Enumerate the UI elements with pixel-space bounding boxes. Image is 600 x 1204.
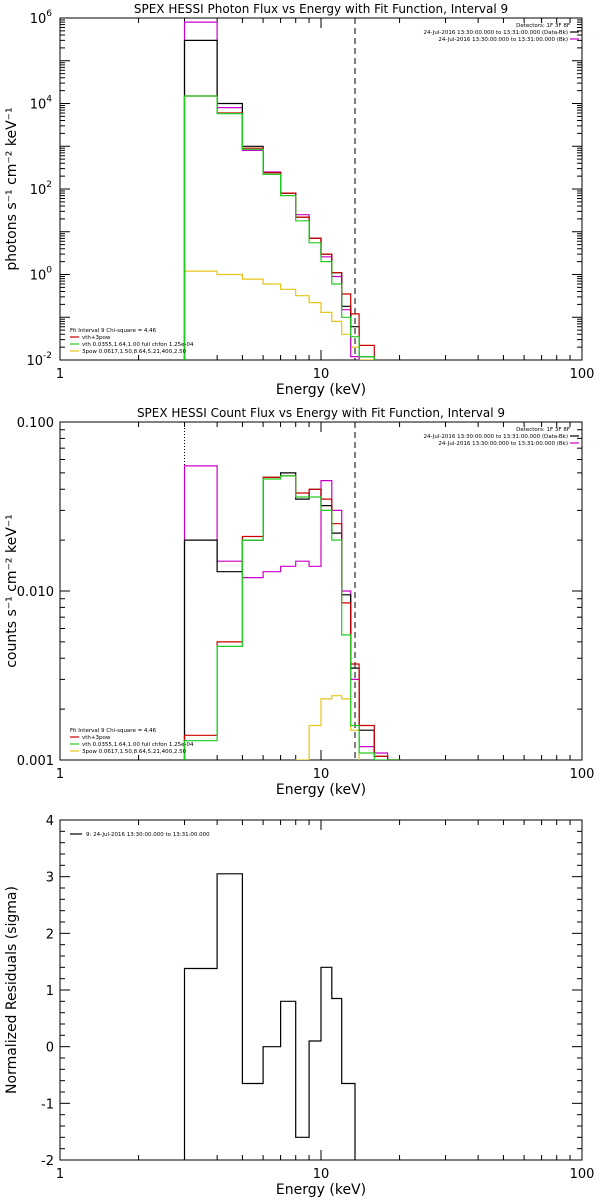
resid-y-tick-label: 4	[46, 814, 54, 829]
count-y-axis-label: counts s⁻¹ cm⁻² keV⁻¹	[4, 514, 20, 668]
count-title: SPEX HESSI Count Flux vs Energy with Fit…	[137, 406, 505, 420]
resid-x-axis-label: Energy (keV)	[276, 1182, 366, 1198]
photon-y-tick-exp: -2	[43, 351, 52, 361]
count-legend-entry: vth 0.0355,1.64,1.00 full chfon 1.25e-04	[82, 742, 194, 748]
resid-y-tick-label: -1	[41, 1097, 54, 1112]
resid-x-tick-label: 100	[570, 1167, 595, 1182]
count-series-pow	[183, 695, 401, 760]
photon-x-tick-label: 100	[570, 367, 595, 382]
count-legend-entry: 24-Jul-2016 13:30:00.000 to 13:31:00.000…	[438, 441, 568, 447]
photon-legend-entry: 3pow 0.0617,1.50,8.64,5.21,400,2.50	[82, 349, 187, 355]
count-legend-entry: vth+3pow	[82, 735, 111, 741]
photon-y-tick-label: 102	[30, 180, 52, 198]
count-x-axis-label: Energy (keV)	[276, 782, 366, 798]
photon-y-tick-exp: 6	[46, 9, 52, 19]
resid-y-tick-label: 1	[46, 984, 54, 999]
photon-y-tick-base: 10	[30, 183, 47, 198]
photon-y-axis-label: photons s⁻¹ cm⁻² keV⁻¹	[4, 107, 20, 270]
resid-series-total	[183, 873, 356, 1160]
photon-y-tick-base: 10	[30, 12, 47, 27]
count-x-tick-label: 1	[56, 767, 64, 782]
photon-x-axis-label: Energy (keV)	[276, 382, 366, 398]
resid-y-axis-label: Normalized Residuals (sigma)	[4, 886, 20, 1094]
photon-y-tick-base: 10	[30, 98, 47, 113]
photon-y-tick-exp: 2	[46, 180, 52, 190]
photon-x-tick-label: 10	[313, 367, 330, 382]
photon-y-tick-label: 10-2	[26, 351, 52, 369]
photon-title: SPEX HESSI Photon Flux vs Energy with Fi…	[134, 2, 508, 16]
resid-y-tick-label: 3	[46, 871, 54, 886]
resid-x-tick-label: 10	[313, 1167, 330, 1182]
photon-chart: SPEX HESSI Photon Flux vs Energy with Fi…	[4, 2, 595, 398]
resid-legend-entry: 9: 24-Jul-2016 13:30:00.000 to 13:31:00.…	[86, 832, 210, 838]
photon-y-tick-exp: 0	[46, 266, 52, 276]
resid-y-tick-label: -2	[41, 1154, 54, 1169]
photon-x-tick-label: 1	[56, 367, 64, 382]
photon-y-tick-base: 10	[26, 354, 43, 369]
photon-legend-entry: vth+3pow	[82, 335, 111, 341]
resid-chart: 1 10 100 Energy (keV) -2 -1 0 1 2 3 4 Normalized Re…	[4, 814, 594, 1198]
photon-series-total	[183, 39, 401, 360]
count-y-tick-label: 0.100	[17, 416, 54, 431]
photon-y-tick-label: 106	[30, 9, 53, 27]
resid-y-tick-label: 2	[46, 927, 54, 942]
count-series-vth	[183, 475, 400, 760]
count-legend-entry: 24-Jul-2016 13:30:00.000 to 13:31:00.000…	[424, 434, 569, 440]
photon-series-pow	[183, 270, 401, 360]
photon-y-tick-exp: 4	[46, 95, 52, 105]
count-x-tick-label: 10	[313, 767, 330, 782]
count-legend-fit-title: Fit Interval 9 Chi-square = 4.46	[70, 728, 157, 734]
photon-series-sum	[183, 95, 401, 360]
photon-legend-entry: vth 0.0355,1.64,1.00 full chfon 1.25e-04	[82, 342, 194, 348]
photon-y-tick-base: 10	[30, 269, 47, 284]
photon-legend-detectors: Detectors: 1F 3F 8F	[516, 23, 570, 29]
count-chart: SPEX HESSI Count Flux vs Energy with Fit…	[4, 406, 595, 798]
photon-series-vth	[183, 95, 401, 360]
photon-y-tick-label: 104	[30, 95, 53, 113]
count-legend-entry: 3pow 0.0617,1.50,8.64,5.21,400,2.50	[82, 749, 187, 755]
count-y-tick-label: 0.001	[17, 754, 54, 769]
resid-y-tick-label: 0	[46, 1041, 54, 1056]
count-y-tick-label: 0.010	[17, 585, 54, 600]
photon-legend-fit-title: Fit Interval 9 Chi-square = 4.46	[70, 328, 157, 334]
photon-y-tick-label: 100	[30, 266, 53, 284]
photon-legend-entry: 24-Jul-2016 13:30:00.000 to 13:31:00.000…	[438, 37, 568, 43]
photon-legend-entry: 24-Jul-2016 13:30:00.000 to 13:31:00.000…	[424, 30, 569, 36]
count-legend-detectors: Detectors: 1F 3F 8F	[516, 427, 570, 433]
resid-x-tick-label: 1	[56, 1167, 64, 1182]
count-x-tick-label: 100	[570, 767, 595, 782]
